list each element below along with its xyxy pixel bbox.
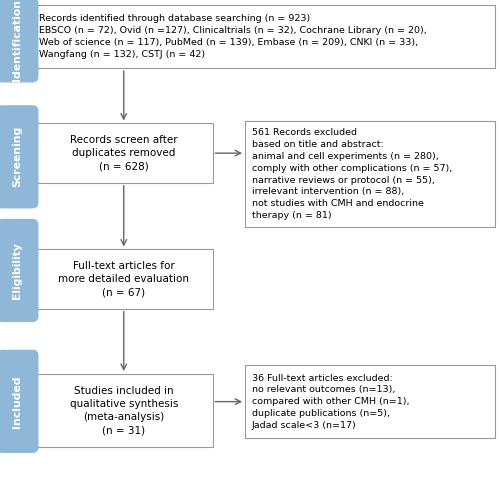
Text: Screening: Screening (12, 126, 22, 187)
FancyBboxPatch shape (0, 0, 38, 82)
Text: Records screen after
duplicates removed
(n = 628): Records screen after duplicates removed … (70, 135, 178, 171)
FancyBboxPatch shape (0, 105, 38, 208)
FancyBboxPatch shape (35, 124, 212, 183)
FancyBboxPatch shape (35, 374, 212, 447)
FancyBboxPatch shape (245, 121, 495, 227)
Text: Included: Included (12, 375, 22, 428)
FancyBboxPatch shape (0, 350, 38, 453)
Text: 561 Records excluded
based on title and abstract:
animal and cell experiments (n: 561 Records excluded based on title and … (252, 128, 452, 220)
FancyBboxPatch shape (245, 365, 495, 438)
FancyBboxPatch shape (0, 219, 38, 322)
Text: Studies included in
qualitative synthesis
(meta-analysis)
(n = 31): Studies included in qualitative synthesi… (70, 386, 178, 435)
Text: Eligibility: Eligibility (12, 242, 22, 299)
Text: 36 Full-text articles excluded:
no relevant outcomes (n=13),
compared with other: 36 Full-text articles excluded: no relev… (252, 373, 409, 430)
Text: Full-text articles for
more detailed evaluation
(n = 67): Full-text articles for more detailed eva… (58, 261, 189, 297)
FancyBboxPatch shape (35, 5, 495, 68)
Text: Records identified through database searching (n = 923)
EBSCO (n = 72), Ovid (n : Records identified through database sear… (39, 14, 427, 59)
FancyBboxPatch shape (35, 249, 212, 309)
Text: Identification: Identification (12, 0, 22, 81)
